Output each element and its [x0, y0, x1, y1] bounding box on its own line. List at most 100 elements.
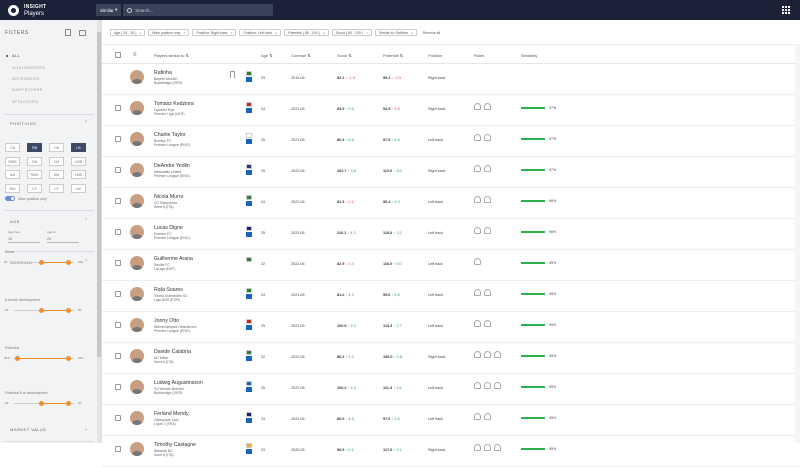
player-name[interactable]: Davide Calabria: [154, 349, 191, 355]
position-cf2[interactable]: CF: [49, 184, 64, 193]
table-row[interactable]: DeAndre Yedlin Newcastle United Premier Le…: [102, 157, 800, 188]
slider-handle[interactable]: [38, 308, 44, 313]
close-icon[interactable]: ×: [183, 30, 186, 35]
category-midfielders[interactable]: MIDFIELDERS: [12, 88, 43, 92]
slider-handle[interactable]: [38, 260, 44, 265]
filter-chip[interactable]: Main position only ×: [148, 29, 190, 36]
filter-chip[interactable]: Age ( 15 - 25 ) ×: [110, 29, 146, 36]
role-icon[interactable]: [484, 103, 491, 110]
role-icon[interactable]: [484, 444, 491, 451]
position-lwb[interactable]: LWB: [71, 157, 86, 166]
table-row[interactable]: Ludwig Augustinsson SV Werder Bremen Bunde…: [102, 374, 800, 405]
select-all-checkbox[interactable]: [115, 52, 121, 58]
similar-dropdown[interactable]: Similar ▾: [96, 4, 122, 16]
main-position-toggle[interactable]: [5, 196, 15, 201]
position-rb[interactable]: RB: [27, 143, 42, 152]
player-name[interactable]: Rafa Soares: [154, 287, 183, 293]
filter-chip[interactable]: Potential ( 85 - 100 ) ×: [284, 29, 329, 36]
table-row[interactable]: Rafinha Bayern Munich Bundesliga (GER) 29 20…: [102, 64, 800, 95]
role-icon[interactable]: [484, 382, 491, 389]
role-icon[interactable]: [484, 165, 491, 172]
column-roles[interactable]: Roles: [474, 53, 485, 58]
position-lmd[interactable]: LMD: [71, 170, 86, 179]
table-row[interactable]: Lucas Digne Everton FC Premier League (ENG…: [102, 219, 800, 250]
filter-chip[interactable]: Similar to: Rafinha ×: [374, 29, 417, 36]
column-settings-icon[interactable]: ≡: [133, 52, 137, 58]
role-icon[interactable]: [474, 165, 481, 172]
range-slider[interactable]: [14, 308, 74, 313]
row-checkbox[interactable]: [115, 353, 121, 359]
save-filter-icon[interactable]: [65, 29, 71, 36]
chevron-up-icon[interactable]: ⌃: [84, 218, 89, 224]
role-icon[interactable]: [484, 289, 491, 296]
close-icon[interactable]: ×: [230, 30, 233, 35]
folder-icon[interactable]: [79, 30, 86, 36]
role-icon[interactable]: [484, 320, 491, 327]
player-name[interactable]: Ludwig Augustinsson: [154, 380, 203, 386]
role-icon[interactable]: [484, 134, 491, 141]
app-logo[interactable]: INSIGHT Players: [8, 4, 88, 17]
table-row[interactable]: Davide Calabria AC Milan Serie A (ITA) 22 20…: [102, 343, 800, 374]
table-row[interactable]: Guilherme Arana Sevilla FC LaLiga (ESP) 22 2…: [102, 250, 800, 281]
role-icon[interactable]: [484, 413, 491, 420]
role-icon[interactable]: [474, 289, 481, 296]
slider-handle[interactable]: [65, 260, 71, 265]
player-name[interactable]: Lucas Digne: [154, 225, 183, 231]
range-slider[interactable]: [14, 401, 74, 406]
search-input[interactable]: Search...: [123, 4, 274, 16]
close-icon[interactable]: ×: [275, 30, 278, 35]
table-row[interactable]: Tomasz Kedziora Dynamo Kyiv Premier Liga (…: [102, 95, 800, 126]
role-icon[interactable]: [484, 351, 491, 358]
row-checkbox[interactable]: [115, 229, 121, 235]
column-contract[interactable]: Contract ⇅: [291, 53, 311, 58]
table-scrollbar[interactable]: [795, 44, 800, 443]
filter-chip[interactable]: Position: Left back ×: [239, 29, 282, 36]
player-name[interactable]: DeAndre Yedlin: [154, 163, 190, 169]
column-position[interactable]: Position: [428, 53, 443, 58]
position-lw[interactable]: LW: [71, 184, 86, 193]
row-checkbox[interactable]: [115, 105, 121, 111]
row-checkbox[interactable]: [115, 167, 121, 173]
player-name[interactable]: Guilherme Arana: [154, 256, 193, 262]
close-icon[interactable]: ×: [410, 30, 413, 35]
position-rwb[interactable]: RWB: [5, 157, 20, 166]
table-row[interactable]: Charlie Taylor Burnley FC Premier League (…: [102, 126, 800, 157]
bookmark-icon[interactable]: [230, 71, 235, 78]
role-icon[interactable]: [474, 134, 481, 141]
position-rw[interactable]: RW: [5, 184, 20, 193]
age-to-input[interactable]: 25: [47, 237, 79, 243]
category-goalkeepers[interactable]: GOALKEEPERS: [12, 66, 46, 70]
row-checkbox[interactable]: [115, 136, 121, 142]
table-row[interactable]: Jonny Otto Wolverhampton Wanderers Premier…: [102, 312, 800, 343]
table-row[interactable]: Ferland Mendy Olympique Lyon Ligue 1 (FRA)…: [102, 405, 800, 436]
row-checkbox[interactable]: [115, 291, 121, 297]
row-checkbox[interactable]: [115, 384, 121, 390]
apps-grid-icon[interactable]: [782, 6, 790, 14]
position-cb[interactable]: CB: [5, 143, 20, 152]
role-icon[interactable]: [484, 196, 491, 203]
column-potential[interactable]: Potential ⇅: [383, 53, 403, 58]
table-row[interactable]: Rafa Soares Vitória Guimarães SC Liga NOS …: [102, 281, 800, 312]
player-name[interactable]: Ferland Mendy: [154, 411, 189, 417]
filter-chip[interactable]: Position: Right back ×: [192, 29, 237, 36]
role-icon[interactable]: [474, 413, 481, 420]
sidebar-scrollbar[interactable]: [97, 20, 101, 443]
close-icon[interactable]: ×: [322, 30, 325, 35]
slider-handle[interactable]: [38, 401, 44, 406]
player-name[interactable]: Rafinha: [154, 70, 172, 76]
row-checkbox[interactable]: [115, 322, 121, 328]
role-icon[interactable]: [474, 258, 481, 265]
role-icon[interactable]: [494, 351, 501, 358]
close-icon[interactable]: ×: [139, 30, 142, 35]
player-name[interactable]: Tomasz Kedziora: [154, 101, 194, 107]
category-all[interactable]: ALL: [12, 54, 21, 58]
range-slider[interactable]: [14, 356, 74, 361]
slider-handle[interactable]: [65, 356, 71, 361]
row-checkbox[interactable]: [115, 446, 121, 452]
table-row[interactable]: Timothy Castagne Atalanta BC Serie A (ITA)…: [102, 436, 800, 467]
column-name[interactable]: Players similar to ⇅: [154, 53, 189, 58]
position-lb[interactable]: LB: [71, 143, 86, 152]
slider-handle[interactable]: [65, 401, 71, 406]
role-icon[interactable]: [494, 444, 501, 451]
role-icon[interactable]: [474, 227, 481, 234]
